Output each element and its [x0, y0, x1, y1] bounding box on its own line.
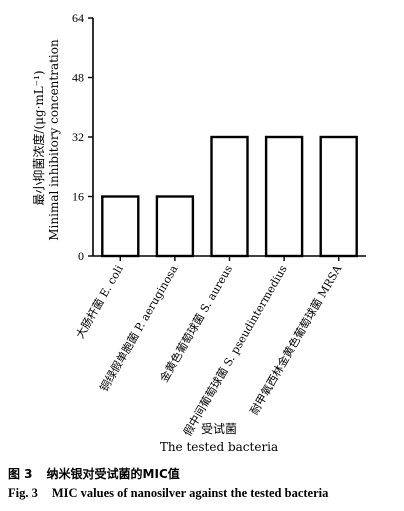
- bar: [210, 135, 249, 258]
- y-tick-label: 32: [72, 130, 84, 144]
- figure-number-en: Fig. 3: [8, 486, 38, 500]
- x-axis-title-en: The tested bacteria: [160, 440, 278, 454]
- x-tick-label: 假中间葡萄球菌 S. pseudintermedius: [180, 262, 290, 438]
- figure-title-en: MIC values of nanosilver against the tes…: [51, 486, 329, 500]
- y-tick-label: 16: [72, 190, 84, 204]
- x-tick-label: 耐甲氧西林金黄色葡萄球菌 MRSA: [247, 262, 345, 418]
- figure-caption-cn: 图 3 纳米银对受试菌的MIC值: [8, 465, 180, 482]
- chart-bars: [101, 135, 358, 258]
- figure-caption-en: Fig. 3 MIC values of nanosilver against t…: [8, 486, 328, 501]
- y-tick-label: 48: [72, 71, 84, 85]
- y-axis-title-cn: 最小抑菌浓度/(μg·mL⁻¹): [31, 70, 46, 205]
- bar: [264, 135, 304, 258]
- bar: [101, 195, 140, 258]
- bar: [155, 195, 195, 258]
- figure-title-cn: 纳米银对受试菌的MIC值: [46, 467, 180, 481]
- bar: [319, 135, 358, 258]
- figure-number-cn: 图 3: [8, 467, 33, 481]
- x-axis-title-cn: 受试菌: [201, 421, 237, 436]
- y-tick-labels: 0 16 32 48 64: [72, 11, 84, 263]
- y-tick-label: 64: [72, 11, 84, 25]
- y-tick-label: 0: [78, 249, 84, 263]
- y-axis-title-en: Minimal inhibitory concentration: [47, 39, 61, 241]
- x-tick-label: 大肠杆菌 E. coli: [73, 262, 127, 341]
